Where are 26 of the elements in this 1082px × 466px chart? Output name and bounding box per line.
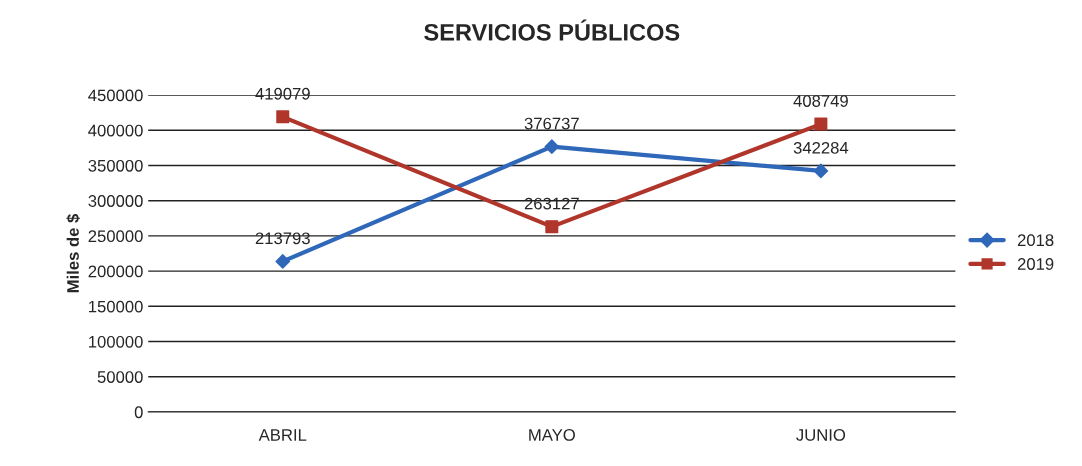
x-tick-label: ABRIL [258, 429, 307, 441]
y-tick-label: 100000 [89, 335, 143, 348]
y-tick-label: 450000 [88, 89, 143, 102]
y-tick-label: 50000 [97, 371, 143, 383]
y-tick-label: 300000 [88, 195, 143, 207]
x-tick-label: JUNIO [796, 429, 846, 441]
point [545, 220, 559, 234]
data-label: 408749 [793, 95, 848, 107]
point [275, 254, 291, 269]
chart-title: SERVICIOS PÚBLICOS [424, 19, 680, 41]
legend-label: 2019 [1017, 258, 1054, 270]
y-tick-label: 250000 [88, 230, 143, 243]
y-tick-label: 150000 [89, 300, 143, 313]
y-tick-label: 200000 [88, 265, 143, 278]
data-label: 376737 [524, 117, 579, 130]
y-tick-label: 400000 [88, 124, 143, 137]
legend-label: 2018 [1017, 234, 1054, 247]
point [813, 163, 829, 179]
point [814, 117, 828, 131]
x-tick-label: MAYO [529, 429, 575, 441]
point [544, 139, 560, 154]
y-axis-title: Miles de $ [66, 213, 80, 293]
y-tick-label: 0 [134, 406, 143, 419]
data-label: 342284 [793, 141, 849, 154]
point [276, 110, 290, 124]
y-tick-label: 350000 [88, 159, 143, 172]
